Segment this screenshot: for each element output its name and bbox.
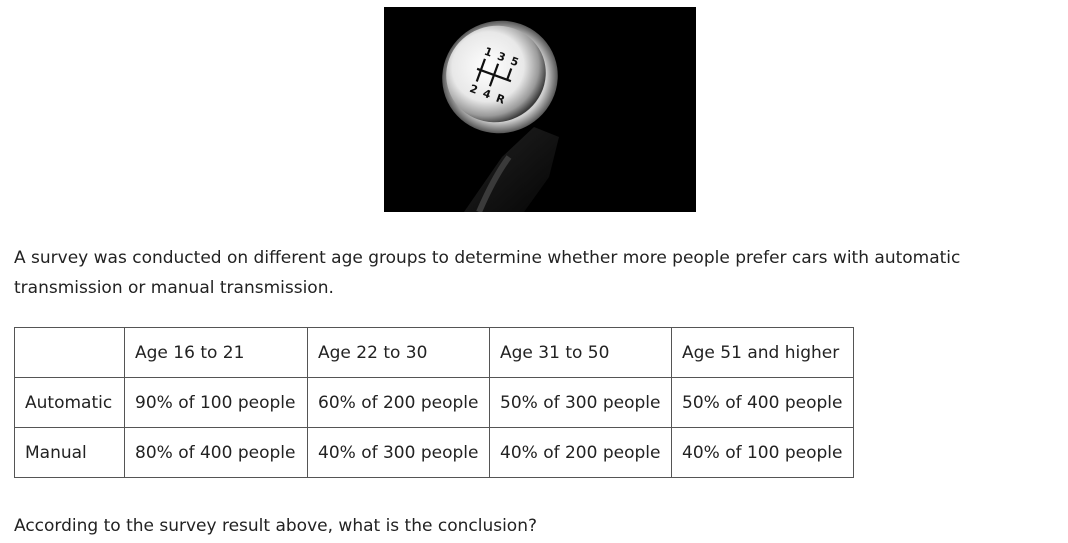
header-cell: Age 31 to 50 [489, 327, 672, 378]
table-header-row: Age 16 to 21 Age 22 to 30 Age 31 to 50 A… [14, 327, 854, 378]
knob-label-5: 5 [509, 54, 521, 69]
question-text: According to the survey result above, wh… [14, 516, 538, 536]
table-cell: 50% of 400 people [671, 377, 854, 428]
gear-shift-photo: 1 3 5 2 4 R [384, 7, 696, 212]
survey-table: Age 16 to 21 Age 22 to 30 Age 31 to 50 A… [14, 327, 854, 478]
table-cell: 60% of 200 people [307, 377, 490, 428]
table-cell: 40% of 100 people [671, 427, 854, 478]
row-label: Automatic [14, 377, 125, 428]
intro-text: A survey was conducted on different age … [14, 248, 961, 298]
knob-label-4: 4 [481, 87, 493, 102]
gear-knob [446, 25, 546, 123]
table-cell: 40% of 300 people [307, 427, 490, 478]
table-cell: 50% of 300 people [489, 377, 672, 428]
gear-knob-illustration: 1 3 5 2 4 R [442, 20, 559, 212]
boot-highlight [476, 155, 512, 212]
row-label: Manual [14, 427, 125, 478]
knob-label-3: 3 [496, 50, 508, 65]
table-cell: 90% of 100 people [124, 377, 308, 428]
knob-label-1: 1 [482, 45, 494, 60]
header-cell-empty [14, 327, 125, 378]
gear-boot [464, 127, 559, 212]
header-cell: Age 16 to 21 [124, 327, 308, 378]
table-row: Manual 80% of 400 people 40% of 300 peop… [14, 427, 854, 478]
header-cell: Age 22 to 30 [307, 327, 490, 378]
knob-label-2: 2 [468, 82, 480, 97]
table-cell: 80% of 400 people [124, 427, 308, 478]
table-cell: 40% of 200 people [489, 427, 672, 478]
table-row: Automatic 90% of 100 people 60% of 200 p… [14, 377, 854, 428]
header-cell: Age 51 and higher [671, 327, 854, 378]
shift-pattern-icon [475, 58, 513, 87]
